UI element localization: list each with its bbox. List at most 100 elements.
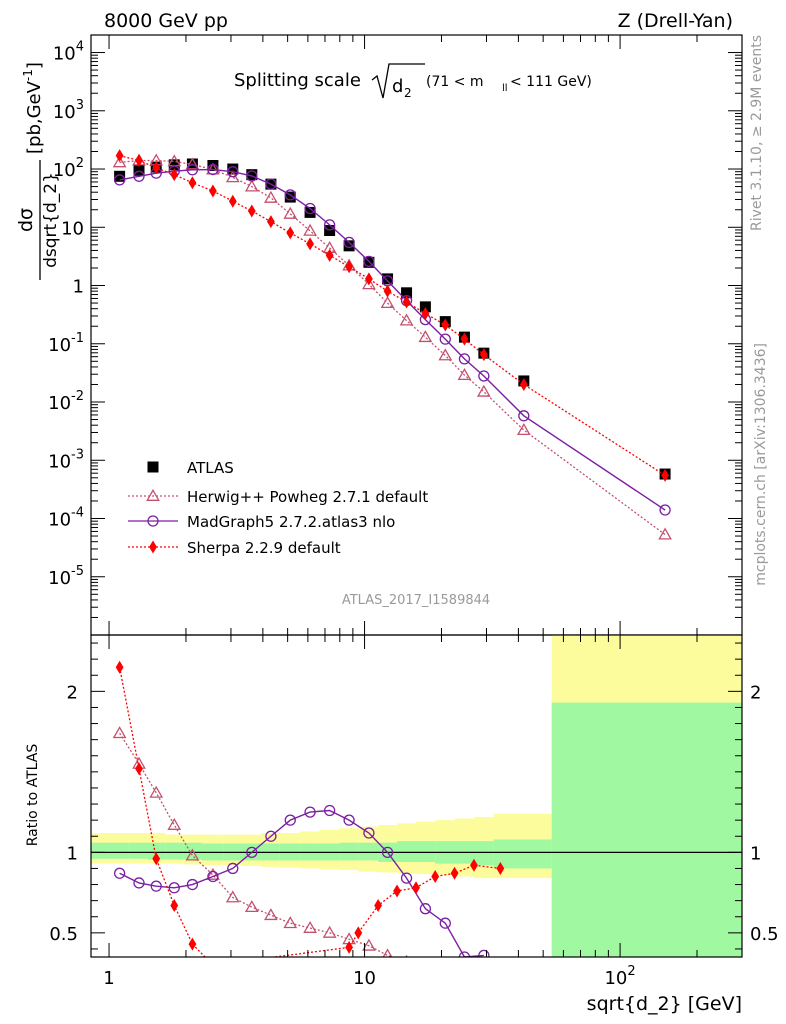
title-range: (71 < m xyxy=(426,74,484,90)
data-point-sherpa-2-2-9-default xyxy=(286,226,295,240)
ratio-point-herwig-powheg-2-7-1-default xyxy=(225,890,240,903)
ratio-point-sherpa-2-2-9-default xyxy=(209,959,217,972)
ratio-point-sherpa-2-2-9-default xyxy=(152,852,161,866)
uncertainty-band-green xyxy=(416,841,436,863)
ratio-point-madgraph5-2-7-2-atlas3-nlo xyxy=(168,882,180,894)
data-point-madgraph5-2-7-2-atlas3-nlo xyxy=(478,370,490,382)
legend-label: MadGraph5 2.7.2.atlas3 nlo xyxy=(187,513,395,531)
ratio-line-herwig-powheg-2-7-1-default xyxy=(119,732,395,957)
ratio-point-herwig-powheg-2-7-1-default xyxy=(167,817,182,830)
ratio-point-herwig-powheg-2-7-1-default xyxy=(244,900,259,913)
legend-label: Herwig++ Powheg 2.7.1 default xyxy=(187,488,428,506)
y-tick-label: 10-1 xyxy=(48,331,84,356)
data-point-sherpa-2-2-9-default xyxy=(325,248,334,262)
uncertainty-band-green xyxy=(358,842,379,861)
data-point-sherpa-2-2-9-default xyxy=(115,149,124,163)
ylabel-unit: [pb,GeV-1] xyxy=(21,62,45,154)
ratio-point-madgraph5-2-7-2-atlas3-nlo xyxy=(150,880,162,892)
data-point-sherpa-2-2-9-default xyxy=(306,237,314,251)
ratio-point-herwig-powheg-2-7-1-default xyxy=(206,867,220,880)
ratio-point-madgraph5-2-7-2-atlas3-nlo xyxy=(207,870,219,883)
x-tick-label: 1 xyxy=(103,968,114,989)
series-line-herwig-powheg-2-7-1-default xyxy=(119,159,666,536)
ratio-point-madgraph5-2-7-2-atlas3-nlo xyxy=(133,877,145,889)
data-point-sherpa-2-2-9-default xyxy=(441,318,450,332)
ratio-point-sherpa-2-2-9-default xyxy=(450,866,459,880)
ratio-point-madgraph5-2-7-2-atlas3-nlo xyxy=(400,872,413,884)
y-tick-label: 102 xyxy=(53,156,84,181)
uncertainty-band-green xyxy=(397,841,417,863)
data-point-herwig-powheg-2-7-1-default xyxy=(457,368,472,381)
data-point-madgraph5-2-7-2-atlas3-nlo xyxy=(113,174,126,186)
ratio-point-madgraph5-2-7-2-atlas3-nlo xyxy=(323,804,336,817)
ratio-point-madgraph5-2-7-2-atlas3-nlo xyxy=(419,903,432,915)
data-point-herwig-powheg-2-7-1-default xyxy=(438,348,453,361)
data-point-sherpa-2-2-9-default xyxy=(365,272,373,286)
y-tick-label: 104 xyxy=(53,40,84,65)
data-point-atlas xyxy=(133,164,145,176)
ratio-point-sherpa-2-2-9-default xyxy=(115,660,124,674)
data-point-herwig-powheg-2-7-1-default xyxy=(658,527,672,540)
data-point-atlas xyxy=(419,301,431,313)
uncertainty-band-green xyxy=(147,842,166,860)
ratio-point-sherpa-2-2-9-default xyxy=(431,870,440,883)
data-point-madgraph5-2-7-2-atlas3-nlo xyxy=(284,189,296,201)
ratio-y-tick-label-right: 2 xyxy=(750,682,761,703)
ratio-point-herwig-powheg-2-7-1-default xyxy=(382,948,393,957)
ratio-point-sherpa-2-2-9-default xyxy=(345,940,354,954)
uncertainty-band-green xyxy=(551,702,742,957)
legend-marker xyxy=(149,540,157,554)
ratio-line-sherpa-2-2-9-default xyxy=(118,667,501,957)
data-point-madgraph5-2-7-2-atlas3-nlo xyxy=(246,170,258,182)
ratio-bands xyxy=(91,635,742,957)
ratio-y-tick-label-left: 1 xyxy=(67,843,78,864)
data-point-madgraph5-2-7-2-atlas3-nlo xyxy=(439,333,451,345)
ratio-point-madgraph5-2-7-2-atlas3-nlo xyxy=(343,814,355,826)
y-tick-label: 10-3 xyxy=(48,447,84,472)
data-point-sherpa-2-2-9-default xyxy=(209,184,217,198)
data-point-herwig-powheg-2-7-1-default xyxy=(225,170,240,183)
ratio-point-madgraph5-2-7-2-atlas3-nlo xyxy=(363,827,375,839)
header-left: 8000 GeV pp xyxy=(104,10,228,32)
data-point-herwig-powheg-2-7-1-default xyxy=(244,179,259,192)
ylabel-unit-text: [pb,GeV xyxy=(24,80,45,154)
data-point-atlas xyxy=(401,287,413,299)
header-right: Z (Drell-Yan) xyxy=(618,10,733,32)
mcplots-label: mcplots.cern.ch [arXiv:1306.3436] xyxy=(753,343,769,586)
ratio-point-madgraph5-2-7-2-atlas3-nlo xyxy=(113,867,126,879)
data-point-madgraph5-2-7-2-atlas3-nlo xyxy=(227,166,239,178)
analysis-id: ATLAS_2017_I1589844 xyxy=(342,593,490,608)
data-point-madgraph5-2-7-2-atlas3-nlo xyxy=(343,236,355,249)
data-point-sherpa-2-2-9-default xyxy=(247,204,256,218)
ratio-point-herwig-powheg-2-7-1-default xyxy=(322,925,337,938)
ratio-point-madgraph5-2-7-2-atlas3-nlo xyxy=(458,951,471,957)
data-point-sherpa-2-2-9-default xyxy=(135,154,143,168)
rivet-label: Rivet 3.1.10, ≥ 2.9M events xyxy=(749,35,765,231)
legend-marker xyxy=(147,461,159,473)
data-point-sherpa-2-2-9-default xyxy=(460,332,469,346)
legend: ATLAS Herwig++ Powheg 2.7.1 default MadGra… xyxy=(128,459,428,557)
ratio-point-herwig-powheg-2-7-1-default xyxy=(362,938,376,951)
uncertainty-band-green xyxy=(493,839,552,869)
ylabel-unit-exp: -1 xyxy=(21,69,35,81)
data-point-herwig-powheg-2-7-1-default xyxy=(399,313,414,326)
ratio-point-herwig-powheg-2-7-1-default xyxy=(264,908,278,921)
ratio-point-madgraph5-2-7-2-atlas3-nlo xyxy=(478,949,490,957)
data-point-atlas xyxy=(382,273,394,285)
data-point-sherpa-2-2-9-default xyxy=(479,348,488,362)
x-axis-label: sqrt{d_2} [GeV] xyxy=(587,993,742,1015)
data-point-atlas xyxy=(343,240,355,252)
series-line-madgraph5-2-7-2-atlas3-nlo xyxy=(119,168,666,511)
ratio-point-sherpa-2-2-9-default xyxy=(354,926,363,940)
series-line-sherpa-2-2-9-default xyxy=(119,154,666,476)
data-point-atlas xyxy=(304,206,316,218)
uncertainty-band-green xyxy=(473,841,494,866)
ratio-line-madgraph5-2-7-2-atlas3-nlo xyxy=(119,809,484,957)
ratio-point-madgraph5-2-7-2-atlas3-nlo xyxy=(304,806,316,818)
y-tick-label: 103 xyxy=(53,98,84,123)
data-point-madgraph5-2-7-2-atlas3-nlo xyxy=(304,202,316,215)
uncertainty-band-green xyxy=(91,842,130,859)
data-point-sherpa-2-2-9-default xyxy=(402,295,411,309)
x-tick-label: 10 xyxy=(353,968,376,989)
